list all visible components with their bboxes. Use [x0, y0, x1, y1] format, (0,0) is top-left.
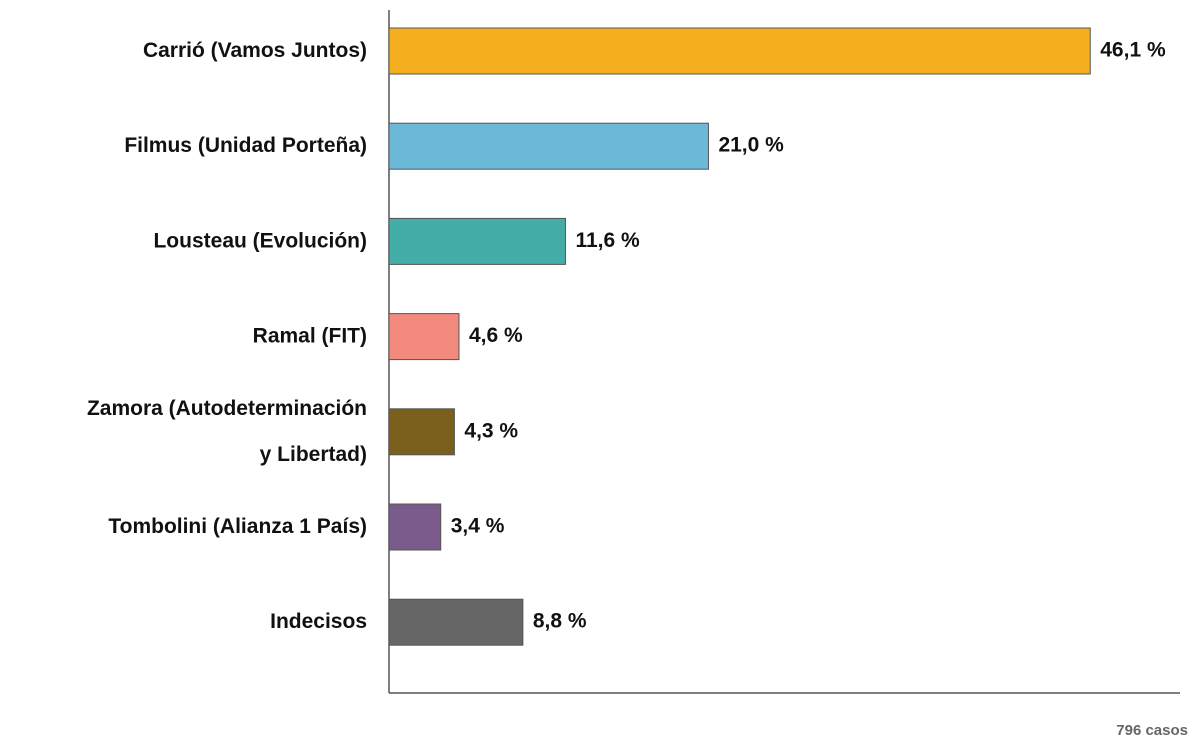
bar [388, 27, 1091, 75]
bar [388, 598, 524, 646]
category-label: Filmus (Unidad Porteña) [124, 134, 367, 157]
bar [388, 122, 709, 170]
bar [388, 408, 455, 456]
bar [388, 313, 460, 361]
category-label: Carrió (Vamos Juntos) [143, 39, 367, 62]
category-label: Ramal (FIT) [253, 324, 367, 347]
value-label: 11,6 % [575, 229, 640, 252]
value-label: 46,1 % [1100, 39, 1166, 62]
bar [388, 503, 442, 551]
value-label: 8,8 % [533, 610, 587, 633]
category-label: Zamora (Autodeterminación y Libertad) [87, 396, 367, 465]
bar [388, 217, 566, 265]
value-label: 4,3 % [464, 419, 518, 442]
category-label: Indecisos [270, 610, 367, 633]
category-label: Lousteau (Evolución) [153, 229, 367, 252]
value-label: 3,4 % [451, 515, 505, 538]
note: 796 casos [1116, 722, 1188, 739]
value-label: 4,6 % [469, 324, 523, 347]
value-label: 21,0 % [718, 134, 784, 157]
category-label: Tombolini (Alianza 1 País) [108, 515, 367, 538]
